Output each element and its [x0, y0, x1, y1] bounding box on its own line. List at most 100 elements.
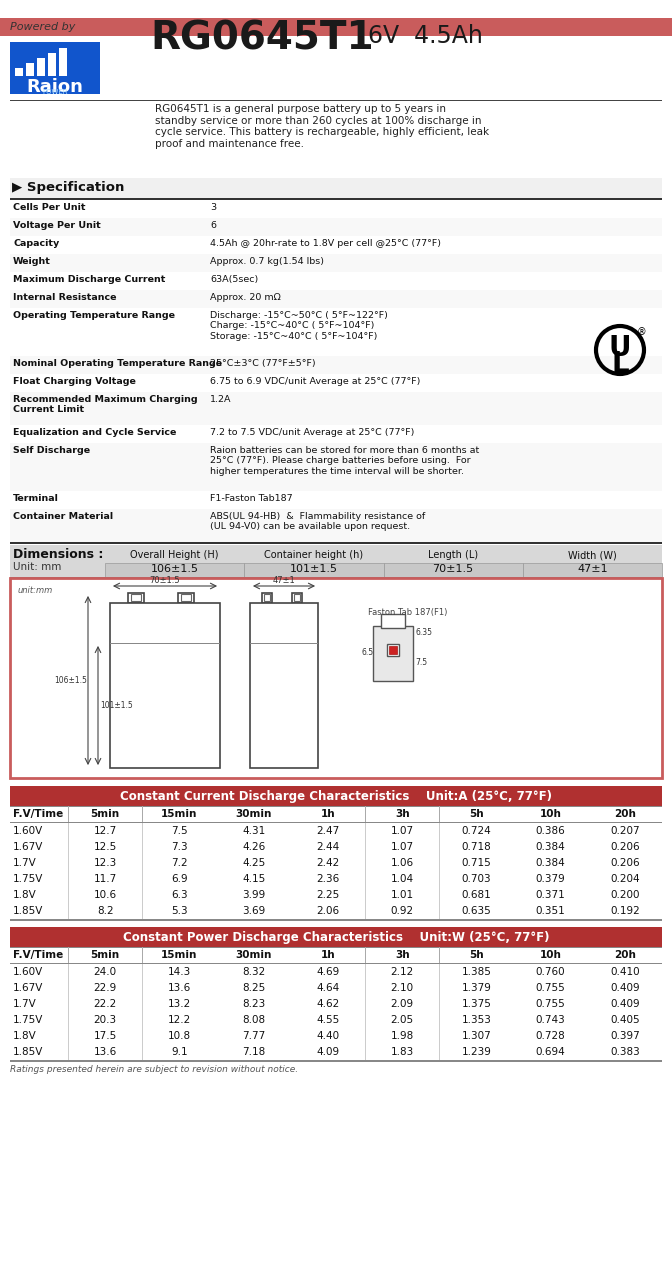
Text: 101±1.5: 101±1.5 [100, 701, 133, 710]
Text: F1-Faston Tab187: F1-Faston Tab187 [210, 494, 292, 503]
Text: 0.743: 0.743 [536, 1015, 566, 1025]
Text: 0.207: 0.207 [610, 826, 640, 836]
Text: 6.35: 6.35 [415, 628, 432, 637]
Text: 6: 6 [210, 221, 216, 230]
Text: 1.83: 1.83 [390, 1047, 414, 1057]
Bar [110, 603, 220, 768]
Bar [10, 198, 662, 200]
Text: 1.85V: 1.85V [13, 1047, 44, 1057]
Text: 8.25: 8.25 [242, 983, 265, 993]
Text: 0.386: 0.386 [536, 826, 566, 836]
Bar [10, 947, 662, 963]
Text: Dimensions :: Dimensions : [13, 548, 103, 561]
Bar [10, 291, 662, 308]
Text: 106±1.5: 106±1.5 [54, 676, 87, 685]
Bar [10, 218, 662, 236]
Text: 1.7V: 1.7V [13, 858, 37, 868]
Text: 1.07: 1.07 [390, 842, 414, 852]
Text: 0.409: 0.409 [610, 983, 640, 993]
Text: 2.47: 2.47 [317, 826, 339, 836]
Bar [389, 646, 397, 654]
Bar [10, 443, 662, 492]
Text: 4.55: 4.55 [317, 1015, 339, 1025]
Bar [10, 823, 662, 838]
Text: RG0645T1 is a general purpose battery up to 5 years in
standby service or more t: RG0645T1 is a general purpose battery up… [155, 104, 489, 148]
Text: 0.92: 0.92 [390, 906, 414, 916]
Text: 6.5: 6.5 [361, 648, 373, 657]
Text: Ratings presented herein are subject to revision without notice.: Ratings presented herein are subject to … [10, 1065, 298, 1074]
Text: 30min: 30min [235, 950, 271, 960]
Text: 70±1.5: 70±1.5 [150, 576, 180, 585]
Text: 1.385: 1.385 [462, 966, 491, 977]
Text: ▶ Specification: ▶ Specification [12, 180, 124, 195]
Text: 22.9: 22.9 [93, 983, 117, 993]
Text: 63A(5sec): 63A(5sec) [210, 275, 258, 284]
Bar [10, 964, 662, 980]
Text: Length (L): Length (L) [428, 550, 478, 561]
Text: 0.206: 0.206 [610, 858, 640, 868]
Bar [48, 52, 56, 76]
Text: L: L [612, 349, 629, 378]
Text: 0.409: 0.409 [610, 998, 640, 1009]
Text: Terminal: Terminal [13, 494, 59, 503]
Text: 0.383: 0.383 [610, 1047, 640, 1057]
Text: 1.85V: 1.85V [13, 906, 44, 916]
Bar [10, 425, 662, 443]
Bar [37, 58, 45, 76]
Bar [131, 594, 141, 602]
Bar [10, 980, 662, 996]
Text: 1.67V: 1.67V [13, 842, 44, 852]
Text: 7.5: 7.5 [171, 826, 187, 836]
Text: ®: ® [637, 326, 647, 337]
Bar [264, 594, 270, 602]
Bar [10, 392, 662, 425]
Text: Powered by: Powered by [10, 22, 75, 32]
Text: 22.2: 22.2 [93, 998, 117, 1009]
Text: Container height (h): Container height (h) [264, 550, 364, 561]
Text: 1.60V: 1.60V [13, 826, 43, 836]
Text: Constant Power Discharge Characteristics    Unit:W (25°C, 77°F): Constant Power Discharge Characteristics… [123, 931, 549, 945]
Text: 6.3: 6.3 [171, 890, 187, 900]
Bar [59, 47, 67, 76]
Text: 8.23: 8.23 [242, 998, 265, 1009]
Text: 7.2: 7.2 [171, 858, 187, 868]
Text: 106±1.5: 106±1.5 [151, 564, 199, 573]
Text: 1.375: 1.375 [462, 998, 491, 1009]
Text: 5h: 5h [469, 950, 484, 960]
Bar [10, 996, 662, 1012]
Text: 2.36: 2.36 [317, 874, 339, 884]
Text: 0.728: 0.728 [536, 1030, 566, 1041]
Text: 5min: 5min [91, 809, 120, 819]
Text: 1.06: 1.06 [390, 858, 414, 868]
Bar [10, 492, 662, 509]
Text: 10.6: 10.6 [93, 890, 117, 900]
Bar [10, 509, 662, 541]
Text: 5.3: 5.3 [171, 906, 187, 916]
Bar [292, 593, 302, 603]
Text: 1h: 1h [321, 809, 335, 819]
Text: 1.07: 1.07 [390, 826, 414, 836]
Text: Faston Tab 187(F1): Faston Tab 187(F1) [368, 608, 448, 617]
Bar [10, 855, 662, 870]
Text: 0.397: 0.397 [610, 1030, 640, 1041]
Bar [10, 253, 662, 271]
Text: 7.5: 7.5 [415, 658, 427, 667]
Text: 2.42: 2.42 [317, 858, 339, 868]
Bar [26, 63, 34, 76]
Text: 12.2: 12.2 [168, 1015, 191, 1025]
Text: Constant Current Discharge Characteristics    Unit:A (25°C, 77°F): Constant Current Discharge Characteristi… [120, 790, 552, 803]
Text: 13.2: 13.2 [168, 998, 191, 1009]
Bar [10, 42, 100, 93]
Text: 47±1: 47±1 [273, 576, 296, 585]
Text: 12.5: 12.5 [93, 842, 117, 852]
Text: 2.44: 2.44 [317, 842, 339, 852]
Bar [381, 614, 405, 628]
Text: 1.60V: 1.60V [13, 966, 43, 977]
Bar [387, 644, 399, 655]
Text: 6V  4.5Ah: 6V 4.5Ah [368, 24, 483, 47]
Bar [244, 563, 384, 577]
Text: 2.12: 2.12 [390, 966, 414, 977]
Text: 7.18: 7.18 [242, 1047, 265, 1057]
Bar [10, 1044, 662, 1060]
Text: 0.384: 0.384 [536, 842, 566, 852]
